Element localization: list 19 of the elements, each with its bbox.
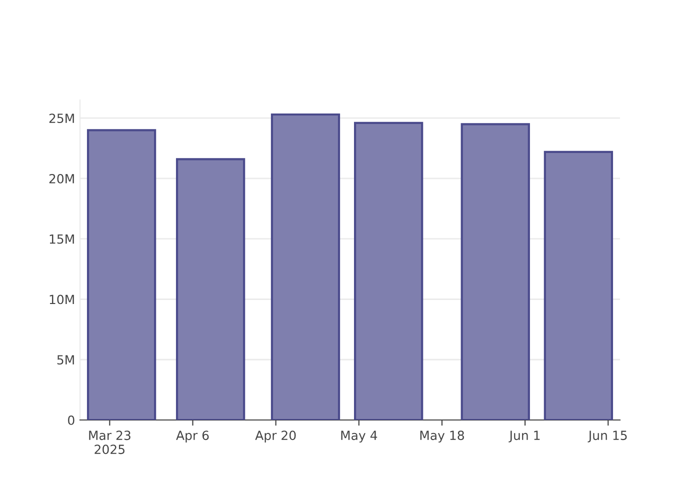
x-tick-label: Apr 20 <box>255 430 296 443</box>
bar <box>86 129 156 420</box>
x-tick-label: May 18 <box>420 430 464 443</box>
y-tick-label: 20M <box>49 174 74 184</box>
y-tick-label: 0 <box>68 415 74 425</box>
x-tick-label: Jun 15 <box>588 430 627 442</box>
x-tick-label: May 4 <box>341 430 378 443</box>
y-tick-label: 25M <box>49 114 74 124</box>
x-tick-label: Mar 23 2025 <box>89 430 130 454</box>
bar <box>270 113 340 420</box>
y-tick-label: 15M <box>50 234 74 244</box>
bar <box>460 123 530 420</box>
bar <box>544 150 614 420</box>
y-tick-label: 10M <box>50 294 74 304</box>
y-tick-label: 5M <box>57 355 74 365</box>
x-tick-label: Jun 1 <box>508 430 540 442</box>
bar <box>176 158 246 420</box>
bar <box>354 122 424 420</box>
x-tick-label: Apr 6 <box>176 430 209 443</box>
